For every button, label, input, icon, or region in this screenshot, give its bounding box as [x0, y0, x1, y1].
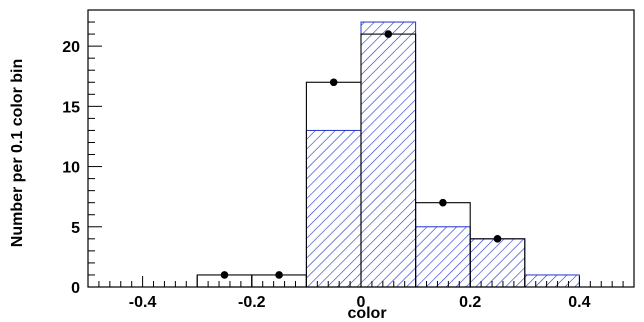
y-axis-title: Number per 0.1 color bin [9, 59, 26, 247]
x-axis-ticks: -0.4 -0.2 0 0.2 0.4 [87, 276, 635, 311]
y-tick-label: 10 [62, 160, 80, 177]
data-point [439, 198, 447, 207]
data-point [275, 271, 283, 279]
x-axis-title: color [347, 305, 386, 322]
x-tick-label: 0 [357, 294, 366, 311]
data-points [220, 30, 502, 279]
data-point [220, 271, 229, 279]
y-tick-label: 20 [62, 39, 80, 56]
hatched-bin [415, 226, 471, 288]
data-point [329, 78, 338, 87]
x-tick-label: 0.4 [568, 294, 590, 311]
x-tick-label: -0.4 [129, 294, 157, 311]
hatched-bin [360, 21, 417, 288]
hatched-bin [305, 129, 362, 288]
hatched-bin [524, 274, 580, 288]
y-tick-label: 5 [71, 220, 80, 237]
x-tick-label: 0.2 [459, 294, 481, 311]
hatched-bin [469, 238, 526, 288]
hatched-histogram [305, 21, 580, 288]
y-tick-label: 0 [71, 280, 80, 297]
x-tick-label: -0.2 [238, 294, 266, 311]
y-tick-label: 15 [62, 99, 80, 116]
data-point [384, 30, 393, 38]
data-point [493, 235, 502, 243]
y-axis-ticks: 0 5 10 15 20 [62, 9, 102, 297]
